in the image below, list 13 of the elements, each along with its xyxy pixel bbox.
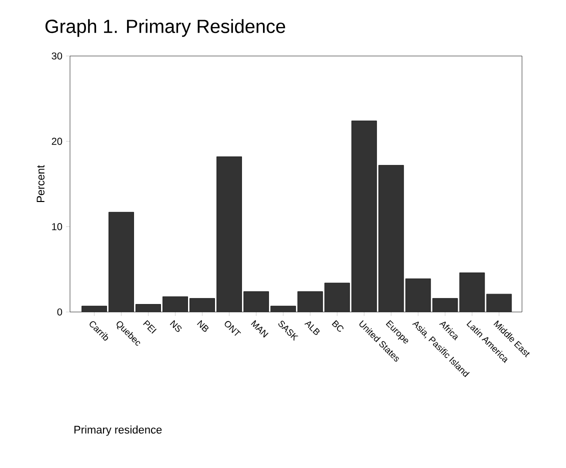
x-tick-label: NS: [170, 320, 182, 332]
y-tick-label: 10: [52, 223, 62, 230]
x-tick-label: ONT: [224, 321, 242, 336]
y-axis-title: Percent: [36, 165, 44, 202]
y-tick-label: 20: [52, 138, 62, 145]
x-tick-label: NB: [196, 320, 208, 332]
x-tick-label: BC: [332, 320, 344, 332]
x-tick-label: ALB: [304, 321, 320, 335]
x-axis-title: Primary residence: [74, 426, 162, 436]
y-tick-label: 30: [52, 52, 62, 60]
y-tick-label: 0: [57, 308, 62, 316]
chart-title: Graph 1. Primary Residence: [45, 19, 286, 37]
x-tick-label: PEI: [142, 320, 157, 334]
